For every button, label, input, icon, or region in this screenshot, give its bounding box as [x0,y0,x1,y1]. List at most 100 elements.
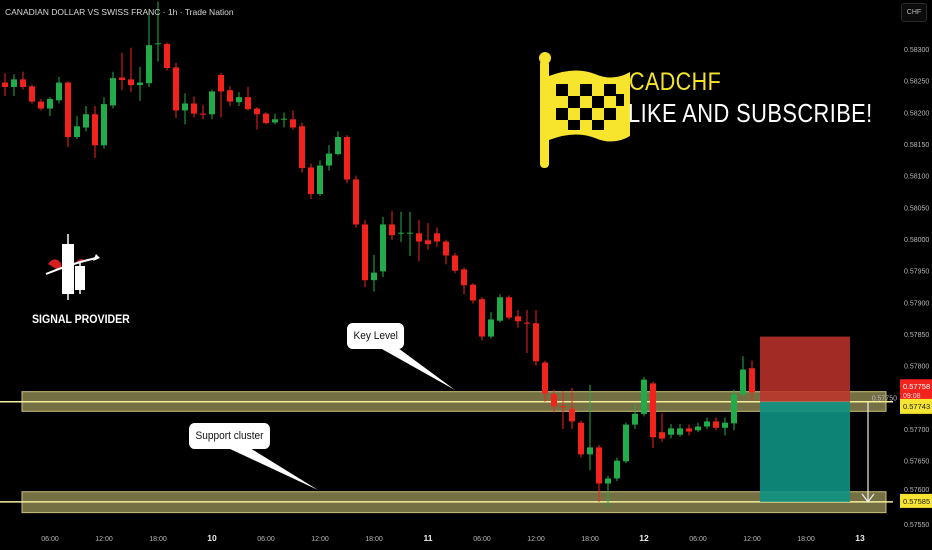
chart-title: CANADIAN DOLLAR VS SWISS FRANC · 1h · Tr… [5,7,234,17]
last-price-value: 0.57758 [903,382,930,391]
x-tick-label: 06:00 [473,536,491,543]
candle-bearish [191,103,197,114]
candle-bearish [20,79,26,88]
x-tick-label: 18:00 [149,536,167,543]
candle-bullish [623,424,629,462]
key-level-price-value: 0.57743 [903,402,930,411]
candle-bearish [533,323,539,362]
candle-bullish [11,79,17,88]
y-tick-label: 0.58300 [904,47,929,54]
currency-button[interactable]: CHF [901,3,927,22]
candle-bearish [353,179,359,225]
signal-provider-label: SIGNAL PROVIDER [32,312,130,326]
x-tick-label: 12:00 [311,536,329,543]
candle-bullish [101,104,107,146]
candle-bullish [614,460,620,479]
candle-bullish [335,137,341,155]
y-tick-label: 0.57550 [904,522,929,529]
key-level-callout-pointer [380,348,455,390]
candle-bullish [272,119,278,123]
x-tick-label: 06:00 [689,536,707,543]
candle-bearish [263,113,269,124]
arrow-down-icon [861,493,875,503]
candle-bullish [137,82,143,86]
x-tick-label: 12:00 [95,536,113,543]
candle-bearish [164,43,170,69]
candle-bearish [686,428,692,432]
y-tick-label: 0.57700 [904,427,929,434]
candle-bearish [128,79,134,86]
key-level-callout: Key Level [347,323,405,349]
target-price-value: 0.57585 [903,497,930,506]
promo-symbol: CADCHF [629,68,722,96]
candle-bullish [110,78,116,106]
candle-bullish [155,43,161,45]
candle-bullish [182,103,188,111]
support-callout-pointer [228,448,318,490]
candle-bearish [425,240,431,245]
candle-bullish [407,232,413,234]
candle-bearish [308,167,314,195]
candle-bearish [542,362,548,394]
candle-bearish [227,90,233,102]
candle-bearish [560,406,566,408]
candle-bearish [65,82,71,138]
x-tick-label: 06:00 [41,536,59,543]
candle-bearish [578,422,584,455]
candle-bullish [146,45,152,84]
y-tick-label: 0.57600 [904,487,929,494]
checkered-flag-icon [539,52,630,168]
candle-bullish [668,428,674,435]
y-tick-label: 0.57650 [904,459,929,466]
candle-bullish [704,421,710,427]
candle-bearish [461,269,467,286]
x-tick-label: 12:00 [743,536,761,543]
candle-bullish [74,126,80,138]
y-tick-label: 0.58150 [904,142,929,149]
candle-bearish [119,77,125,81]
candle-bullish [281,118,287,120]
candle-bullish [731,394,737,424]
x-tick-label: 18:00 [797,536,815,543]
candle-bearish [254,108,260,115]
y-tick-label: 0.58000 [904,237,929,244]
candle-bullish [326,153,332,166]
x-tick-label: 12:00 [527,536,545,543]
candle-bullish [641,379,647,414]
x-tick-label: 12 [639,533,649,543]
candle-bearish [299,126,305,169]
candle-bearish [434,233,440,242]
x-tick-label: 11 [424,533,433,543]
candle-bearish [416,233,422,242]
y-tick-label: 0.57950 [904,269,929,276]
candle-bullish [236,97,242,103]
take-profit-area [760,401,850,502]
candle-bearish [2,82,8,88]
candle-bullish [371,272,377,281]
y-tick-label: 0.57800 [904,364,929,371]
last-price-tag [900,379,932,400]
candle-bullish [317,165,323,195]
candle-bullish [695,426,701,431]
candle-bearish [506,297,512,318]
candle-bearish [479,299,485,337]
y-tick-label: 0.57900 [904,300,929,307]
y-tick-label: 0.58100 [904,174,929,181]
candle-bearish [92,114,98,146]
y-tick-label: 0.58250 [904,79,929,86]
countdown-timer: 09:08 [903,393,921,400]
candle-bearish [218,74,224,92]
candle-bearish [344,137,350,180]
candle-bullish [632,413,638,425]
candle-bullish [587,447,593,455]
candle-bullish [209,91,215,115]
candle-bearish [362,224,368,281]
y-tick-label: 0.57850 [904,332,929,339]
candle-bearish [38,101,44,109]
promo-cta: LIKE AND SUBSCRIBE! [628,98,873,128]
candle-bearish [659,432,665,439]
candle-bearish [200,113,206,115]
y-tick-label: 0.58050 [904,205,929,212]
candle-bearish [245,97,251,110]
